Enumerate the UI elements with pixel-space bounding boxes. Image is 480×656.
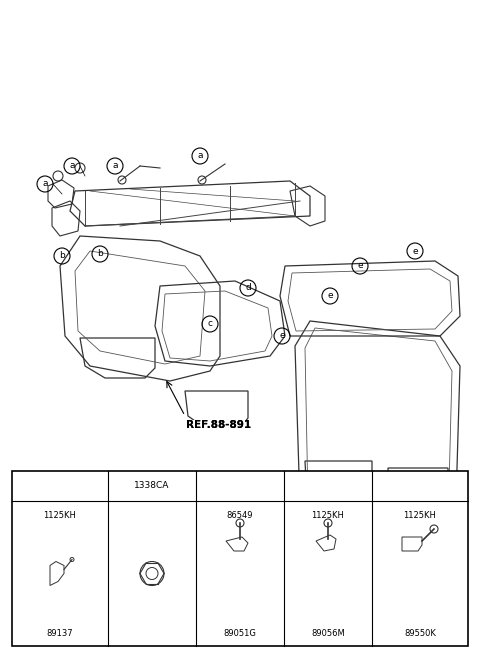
Text: a: a bbox=[23, 482, 29, 491]
Text: b: b bbox=[97, 249, 103, 258]
Bar bbox=[12, 471, 468, 646]
Text: 86549: 86549 bbox=[227, 511, 253, 520]
Text: a: a bbox=[112, 161, 118, 171]
Text: 89056M: 89056M bbox=[311, 629, 345, 638]
Text: a: a bbox=[197, 152, 203, 161]
Text: e: e bbox=[357, 262, 363, 270]
Text: e: e bbox=[279, 331, 285, 340]
Text: c: c bbox=[207, 319, 213, 329]
Text: 89051G: 89051G bbox=[224, 629, 256, 638]
Text: REF.88-892: REF.88-892 bbox=[382, 564, 447, 574]
Text: b: b bbox=[119, 482, 125, 491]
Text: 1125KH: 1125KH bbox=[44, 511, 76, 520]
Text: d: d bbox=[245, 283, 251, 293]
Text: e: e bbox=[383, 482, 389, 491]
Text: b: b bbox=[59, 251, 65, 260]
Text: e: e bbox=[327, 291, 333, 300]
Text: e: e bbox=[412, 247, 418, 255]
Text: REF.88-891: REF.88-891 bbox=[186, 420, 251, 430]
Text: a: a bbox=[42, 180, 48, 188]
Text: a: a bbox=[69, 161, 75, 171]
Text: 89137: 89137 bbox=[47, 629, 73, 638]
Text: 1125KH: 1125KH bbox=[404, 511, 436, 520]
Text: REF.88-891: REF.88-891 bbox=[186, 420, 251, 430]
Text: d: d bbox=[295, 482, 301, 491]
Text: 1125KH: 1125KH bbox=[312, 511, 345, 520]
Text: c: c bbox=[207, 482, 213, 491]
Text: 1338CA: 1338CA bbox=[134, 482, 169, 491]
Text: 89550K: 89550K bbox=[404, 629, 436, 638]
